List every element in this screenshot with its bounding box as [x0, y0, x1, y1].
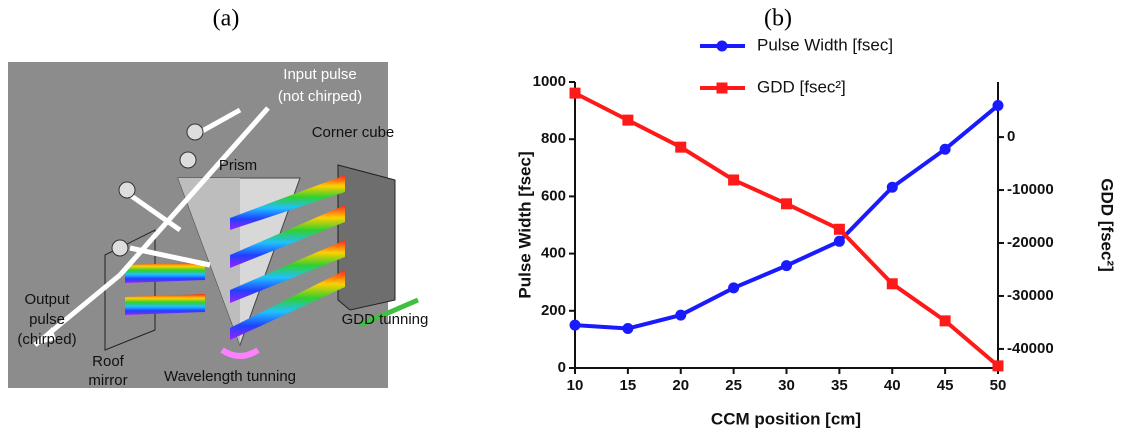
chart: CCM position [cm] Pulse Width [fsec] GDD… — [515, 151, 1116, 428]
roof-mirror — [104, 229, 156, 351]
diagram-label: pulse — [29, 311, 65, 328]
x-tick-label: 50 — [990, 377, 1007, 394]
x-tick-label: 15 — [620, 377, 637, 394]
x-tick-label: 40 — [884, 377, 901, 394]
panel-label: (a) — [213, 6, 240, 32]
y2-tick-label: -20000 — [1007, 234, 1054, 251]
data-point — [569, 319, 581, 331]
x-tick-label: 25 — [725, 377, 742, 394]
data-point — [622, 114, 634, 126]
mirror — [118, 181, 136, 199]
y-tick-label: 0 — [558, 359, 566, 376]
y-tick-label: 800 — [541, 130, 566, 147]
x-tick-label: 45 — [937, 377, 954, 394]
data-point — [992, 360, 1004, 372]
output-arrow — [35, 327, 56, 345]
data-point — [675, 309, 687, 321]
diagram-label: GDD tunning — [342, 311, 429, 328]
y-tick-label: 400 — [541, 245, 566, 262]
x-axis-title: CCM position [cm] — [711, 409, 861, 428]
diagram-label: Wavelength tunning — [164, 368, 296, 385]
y-axis-title: Pulse Width [fsec] — [515, 151, 534, 298]
data-point — [675, 141, 687, 153]
legend-marker — [716, 40, 728, 52]
y2-tick-label: -40000 — [1007, 340, 1054, 357]
series-line — [574, 103, 1000, 331]
rainbow-beams — [125, 175, 345, 340]
y-tick-label: 200 — [541, 302, 566, 319]
prism-face — [178, 178, 240, 345]
diagram-label: Prism — [219, 157, 257, 174]
y2-tick-label: -10000 — [1007, 181, 1054, 198]
wavelength-arrow — [220, 347, 260, 359]
y-tick-label: 600 — [541, 187, 566, 204]
data-point — [833, 235, 845, 247]
panel-label: (b) — [764, 6, 792, 32]
diagram-label: (chirped) — [17, 331, 76, 348]
data-point — [728, 282, 740, 294]
x-tick-label: 10 — [567, 377, 584, 394]
y2-tick-label: 0 — [1007, 128, 1015, 145]
data-point — [728, 174, 740, 186]
data-point — [781, 198, 792, 210]
data-point — [569, 87, 581, 99]
mirror — [179, 151, 197, 169]
data-point — [886, 181, 898, 193]
data-point — [939, 315, 951, 327]
data-point — [622, 323, 634, 335]
data-point — [781, 260, 792, 272]
data-point — [886, 278, 898, 290]
mirror — [186, 123, 204, 141]
diagram-label: Roof — [92, 353, 125, 370]
diagram-label: Input pulse — [283, 66, 356, 83]
diagram-label: mirror — [88, 372, 127, 389]
diagram-label: Corner cube — [312, 124, 395, 141]
legend-marker — [716, 82, 728, 94]
mirror — [111, 239, 129, 257]
y2-axis-title: GDD [fsec²] — [1098, 178, 1117, 272]
diagram-label: (not chirped) — [278, 88, 362, 105]
diagram: Input pulse (not chirped) Prism Corner c… — [8, 62, 428, 389]
x-tick-label: 35 — [831, 377, 848, 394]
y-tick-label: 1000 — [533, 73, 566, 90]
x-tick-label: 20 — [672, 377, 689, 394]
legend-label: Pulse Width [fsec] — [757, 35, 893, 54]
legend-label: GDD [fsec²] — [757, 77, 846, 96]
corner-cube — [337, 164, 396, 311]
y2-tick-label: -30000 — [1007, 287, 1054, 304]
data-point — [992, 99, 1004, 111]
gdd-arrow — [359, 297, 419, 328]
data-point — [833, 223, 845, 235]
data-point — [939, 143, 951, 155]
diagram-label: Output — [24, 291, 70, 308]
x-tick-label: 30 — [778, 377, 795, 394]
